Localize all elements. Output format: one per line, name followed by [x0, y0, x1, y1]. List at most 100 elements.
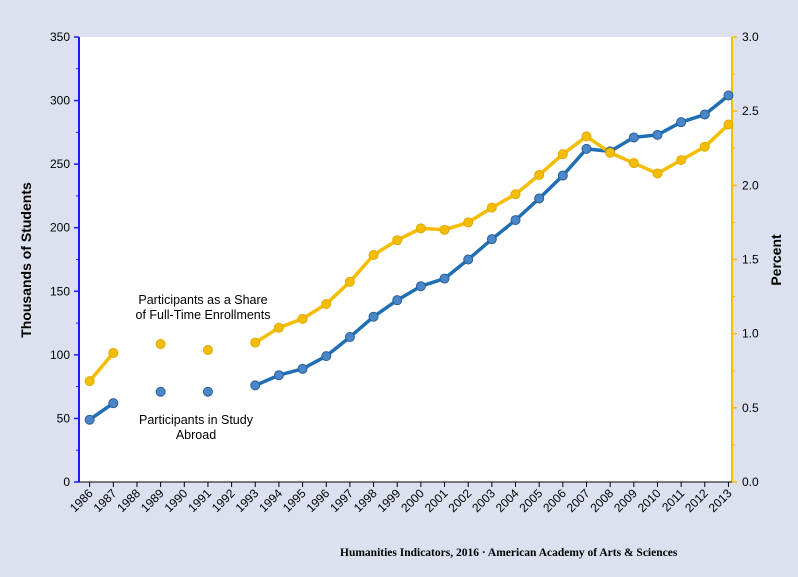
- y2-tick-label: 1.0: [742, 327, 759, 341]
- x-tick-label: 2009: [611, 486, 640, 515]
- study-abroad-point: [368, 311, 379, 322]
- source-note: Humanities Indicators, 2016 · American A…: [340, 547, 678, 559]
- enrollment-share-point: [368, 250, 379, 261]
- x-tick-label: 1996: [304, 486, 333, 515]
- enrollment-share-point: [628, 158, 639, 169]
- y-tick-label: 200: [50, 221, 70, 235]
- x-tick-label: 2011: [659, 486, 687, 514]
- x-tick-label: 1994: [256, 486, 285, 515]
- study-abroad-point: [628, 132, 639, 143]
- y2-tick-label: 0.0: [742, 475, 759, 489]
- enrollment-share-point: [84, 376, 95, 387]
- study-abroad-point: [84, 414, 95, 425]
- enrollment-share-line-segment: [87, 351, 116, 383]
- study-abroad-point: [557, 170, 568, 181]
- x-tick-label: 2003: [469, 486, 498, 515]
- x-tick-label: 1995: [280, 486, 309, 515]
- y-axis-title: Thousands of Students: [18, 182, 34, 338]
- x-tick-label: 2004: [493, 486, 522, 515]
- y-tick-label: 250: [50, 157, 70, 171]
- study-abroad-point: [415, 281, 426, 292]
- study-abroad-point: [392, 295, 403, 306]
- x-tick-label: 1999: [375, 486, 404, 515]
- share-annotation-line2: of Full-Time Enrollments: [136, 308, 271, 322]
- x-tick-label: 1989: [138, 486, 167, 515]
- x-tick-label: 2012: [682, 486, 711, 515]
- enrollment-share-point: [652, 168, 663, 179]
- x-tick-label: 2007: [564, 486, 593, 515]
- study-abroad-point: [439, 273, 450, 284]
- study-abroad-point: [463, 254, 474, 265]
- enrollment-share-point: [676, 155, 687, 166]
- study-abroad-point: [699, 109, 710, 120]
- x-tick-label: 1992: [209, 486, 238, 515]
- enrollment-share-point: [392, 235, 403, 246]
- share-annotation-line1: Participants as a Share: [138, 293, 267, 307]
- enrollment-share-point: [605, 147, 616, 158]
- x-tick-label: 1990: [162, 486, 191, 515]
- study-abroad-point: [297, 363, 308, 374]
- enrollment-share-point: [250, 337, 261, 348]
- enrollment-share-point: [344, 276, 355, 287]
- enrollment-share-point: [297, 313, 308, 324]
- study-abroad-point: [676, 117, 687, 128]
- y2-tick-label: 1.5: [742, 253, 759, 267]
- study-abroad-point: [723, 90, 734, 101]
- enrollment-share-point: [439, 224, 450, 235]
- x-tick-label: 2005: [517, 486, 546, 515]
- study-abroad-point: [652, 129, 663, 140]
- study-abroad-point: [510, 215, 521, 226]
- study-abroad-point: [486, 234, 497, 245]
- x-tick-label: 1993: [233, 486, 262, 515]
- study-abroad-point: [155, 386, 166, 397]
- enrollment-share-point: [510, 189, 521, 200]
- x-tick-label: 2008: [587, 486, 616, 515]
- study-abroad-point: [273, 370, 284, 381]
- study-abroad-point: [108, 398, 119, 409]
- enrollment-share-point: [581, 131, 592, 142]
- y-tick-label: 0: [63, 475, 70, 489]
- y-tick-label: 350: [50, 30, 70, 44]
- x-tick-label: 2002: [446, 486, 475, 515]
- enrollment-share-point: [557, 149, 568, 160]
- study-abroad-point: [321, 351, 332, 362]
- enrollment-share-point: [273, 322, 284, 333]
- enrollment-share-point: [321, 299, 332, 309]
- enrollment-share-point: [108, 347, 119, 358]
- x-tick-label: 2006: [540, 486, 569, 515]
- study-abroad-point: [344, 332, 355, 343]
- enrollment-share-point: [155, 339, 166, 350]
- study-abroad-point: [534, 193, 545, 204]
- enrollment-share-point: [463, 217, 474, 228]
- plot-area: [79, 37, 732, 482]
- x-tick-label: 1998: [351, 486, 380, 515]
- y-tick-label: 300: [50, 94, 70, 108]
- enrollment-share-point: [415, 223, 426, 234]
- y2-tick-label: 2.0: [742, 178, 759, 192]
- abroad-annotation-line1: Participants in Study: [139, 413, 254, 427]
- enrollment-share-point: [202, 344, 213, 355]
- enrollment-share-point: [723, 119, 734, 130]
- abroad-annotation-line2: Abroad: [176, 428, 216, 442]
- y-tick-label: 150: [50, 284, 70, 298]
- enrollment-share-point: [534, 169, 545, 180]
- enrollment-share-point: [699, 141, 710, 152]
- study-abroad-point: [581, 143, 592, 154]
- y2-tick-label: 0.5: [742, 401, 759, 415]
- y-tick-label: 100: [50, 348, 70, 362]
- x-tick-label: 2001: [422, 486, 451, 515]
- y2-tick-label: 2.5: [742, 104, 759, 118]
- x-tick-label: 1997: [327, 486, 356, 515]
- y2-axis-title: Percent: [768, 234, 784, 286]
- enrollment-share-point: [486, 202, 497, 213]
- study-abroad-point: [202, 386, 213, 397]
- x-tick-label: 1988: [114, 486, 143, 515]
- x-tick-label: 1986: [67, 486, 96, 515]
- y-tick-label: 50: [57, 411, 71, 425]
- x-tick-label: 1987: [91, 486, 120, 515]
- study-abroad-point: [250, 380, 261, 391]
- x-tick-label: 2013: [706, 486, 735, 515]
- y2-tick-label: 3.0: [742, 30, 759, 44]
